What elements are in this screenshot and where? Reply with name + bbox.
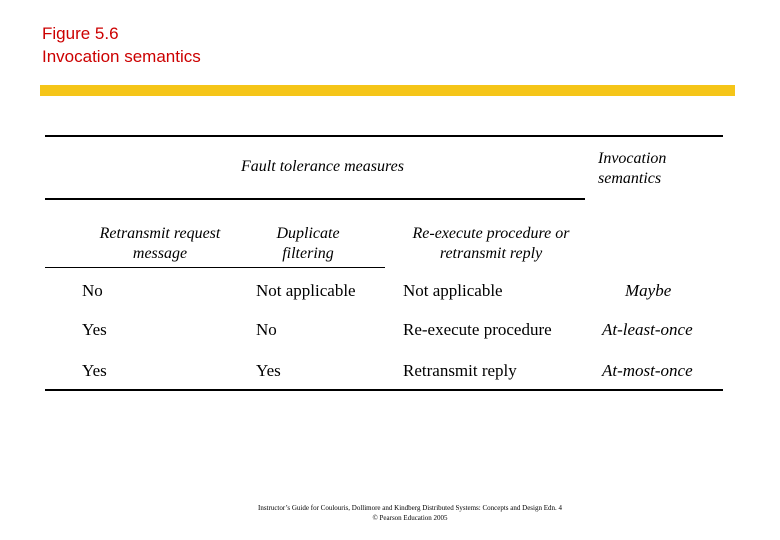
- table-bottom-rule: [45, 389, 723, 391]
- group-header: Fault tolerance measures: [241, 158, 404, 175]
- table-cell: No: [256, 320, 277, 339]
- table-cell: Not applicable: [403, 281, 503, 300]
- semantics-cell: At-most-once: [602, 361, 693, 380]
- table-cell: No: [82, 281, 103, 300]
- column-header-retransmit: Retransmit request message: [99, 225, 221, 262]
- group-header-rule: [45, 198, 585, 200]
- table-top-rule: [45, 135, 723, 137]
- column-header-duplicate: Duplicate filtering: [276, 225, 340, 262]
- footer-copyright: © Pearson Education 2005: [372, 514, 448, 522]
- figure-number: Figure 5.6: [42, 24, 119, 43]
- footer: Instructor’s Guide for Coulouris, Dollim…: [230, 503, 590, 523]
- table-cell: Yes: [256, 361, 281, 380]
- table-cell: Yes: [82, 361, 107, 380]
- accent-bar: [40, 85, 735, 96]
- table-cell: Not applicable: [256, 281, 356, 300]
- result-header: Invocation semantics: [598, 150, 667, 187]
- column-header-reexecute: Re-execute procedure or retransmit reply: [412, 225, 570, 262]
- column-header-rule: [45, 267, 385, 268]
- semantics-cell: Maybe: [625, 281, 672, 300]
- figure-title: Invocation semantics: [42, 47, 201, 66]
- table-cell: Re-execute procedure: [403, 320, 552, 339]
- table-cell: Yes: [82, 320, 107, 339]
- table-cell: Retransmit reply: [403, 361, 517, 380]
- semantics-cell: At-least-once: [602, 320, 693, 339]
- footer-citation: Instructor’s Guide for Coulouris, Dollim…: [257, 504, 562, 512]
